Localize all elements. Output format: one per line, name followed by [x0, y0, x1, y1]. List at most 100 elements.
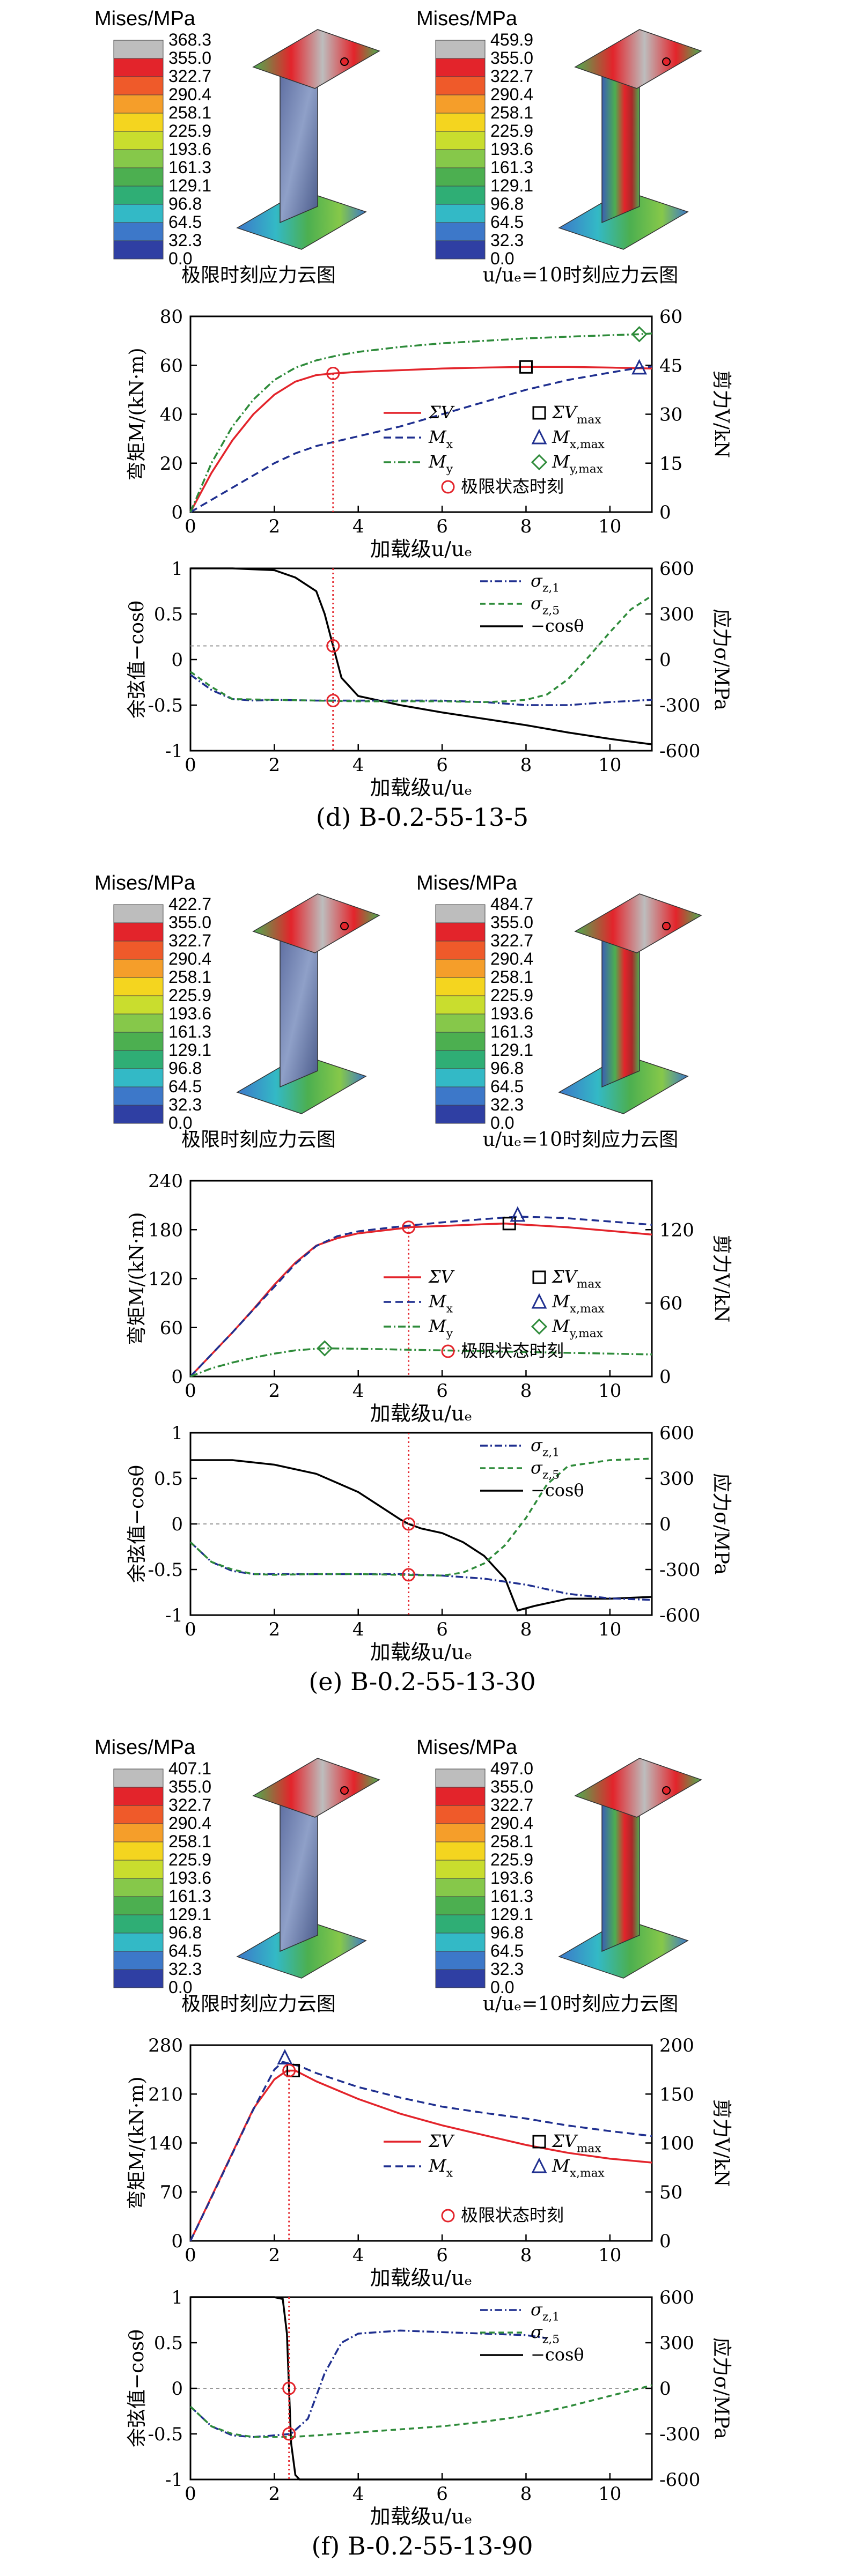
colorbar-label: 225.9	[168, 986, 211, 1005]
x-tick-label: 6	[436, 2483, 448, 2505]
colorbar-label: 32.3	[168, 1959, 202, 1979]
colorbar-label: 64.5	[168, 212, 202, 232]
legend-label-sub: max	[577, 413, 601, 427]
colorbar-swatch	[113, 922, 164, 942]
colorbar-swatch	[435, 977, 486, 996]
series-line-1	[189, 2061, 652, 2241]
colorbar-swatch	[113, 149, 164, 168]
legend-label: My	[428, 451, 453, 476]
colorbar-label: 96.8	[490, 194, 524, 213]
y-tick-label: 20	[160, 453, 183, 475]
y-axis-label: 弯矩M/(kN·m)	[126, 1212, 148, 1345]
colorbar-swatch	[435, 1823, 486, 1842]
contour-plot-0-0: Mises/MPa368.3355.0322.7290.4258.1225.91…	[94, 8, 380, 286]
colorbar-swatch	[435, 40, 486, 59]
x-tick-label: 0	[185, 2245, 196, 2266]
y-right-tick-label: 45	[659, 355, 682, 376]
legend-label-sub: max	[577, 1278, 601, 1291]
colorbar-swatch	[435, 1105, 486, 1124]
legend-label-sub: x,max	[570, 2167, 605, 2180]
x-tick-label: 2	[269, 516, 281, 537]
data-marker-square	[519, 360, 533, 374]
colorbar-swatch	[435, 222, 486, 241]
legend-label-main: M	[552, 427, 570, 447]
series-line-2	[190, 1347, 652, 1378]
beam-top-flange	[252, 1758, 380, 1818]
colorbar-swatch	[113, 1768, 164, 1788]
series-line-1	[189, 1541, 652, 1601]
chart-0-0: 0 2 4 6 8 10 0 20 40 60 80 0 15 30 45 60 加载级u/uₑ 弯矩M/(kN·…	[126, 306, 732, 561]
y-right-axis-label: 剪力V/kN	[710, 371, 732, 458]
colorbar-swatch	[113, 113, 164, 132]
y-right-tick-label: -600	[659, 2469, 700, 2491]
y-tick-label: 80	[160, 306, 183, 328]
x-tick-label: 2	[269, 2245, 281, 2266]
x-tick-label: 8	[520, 2483, 532, 2505]
x-tick-label: 2	[269, 1380, 281, 1402]
colorbar-swatch	[435, 1032, 486, 1051]
x-tick-label: 6	[436, 754, 448, 776]
beam-probe-point	[662, 1786, 671, 1795]
colorbar-swatch	[435, 1013, 486, 1033]
colorbar-label: 129.1	[490, 1040, 533, 1060]
legend-label-main: σ	[531, 2322, 543, 2342]
colorbar-label: 161.3	[490, 1022, 533, 1041]
series-line-0	[190, 1459, 652, 1612]
colorbar-swatch	[435, 1951, 486, 1970]
y-tick-label: -1	[165, 1605, 183, 1626]
y-tick-label: 1	[171, 1423, 183, 1444]
y-right-tick-label: 0	[659, 1366, 671, 1388]
legend-label-main: −cosθ	[531, 616, 584, 636]
legend-marker-square	[532, 1270, 546, 1284]
panel-caption: (e) B-0.2-55-13-30	[308, 1667, 535, 1696]
beam-top-flange	[574, 29, 702, 89]
y-tick-label: -0.5	[148, 695, 183, 716]
x-tick-label: 4	[352, 2245, 364, 2266]
y-right-tick-label: 0	[659, 2378, 671, 2400]
contour-caption: u/uₑ=10时刻应力云图	[483, 1993, 678, 2015]
y-tick-label: 0	[171, 2231, 183, 2252]
beam-probe-point	[340, 57, 349, 66]
legend-label: 极限状态时刻	[461, 2205, 564, 2225]
colorbar-swatch	[113, 995, 164, 1015]
legend-label-main: 极限状态时刻	[461, 1341, 564, 1361]
colorbar-label: 290.4	[168, 1813, 211, 1833]
colorbar-swatch	[435, 1860, 486, 1879]
beam-probe-point	[340, 1786, 349, 1795]
colorbar-label: 0.0	[490, 249, 514, 268]
series-line-0	[190, 2296, 652, 2481]
legend-label-sub: x	[446, 438, 453, 451]
series-line-1	[190, 365, 652, 513]
x-tick-label: 4	[352, 1619, 364, 1640]
legend-label-sub: y,max	[569, 463, 603, 476]
legend-marker-triangle	[531, 428, 547, 445]
y-right-tick-label: 600	[659, 2287, 694, 2308]
data-marker-square	[502, 1217, 516, 1231]
colorbar-label: 32.3	[168, 231, 202, 250]
colorbar-label: 96.8	[168, 1058, 202, 1078]
colorbar-swatch	[113, 167, 164, 187]
colorbar-swatch	[113, 1105, 164, 1124]
legend-marker-square	[532, 2135, 546, 2149]
legend-label-main: 极限状态时刻	[461, 476, 564, 497]
colorbar-label: 129.1	[168, 1040, 211, 1060]
legend-label: σz,1	[531, 1435, 560, 1460]
x-tick-label: 2	[269, 1619, 281, 1640]
colorbar-swatch	[113, 1841, 164, 1861]
y-right-tick-label: 300	[659, 2333, 694, 2354]
colorbar-label: 422.7	[168, 894, 211, 914]
legend-label-main: M	[428, 1316, 447, 1336]
colorbar-swatch	[435, 1050, 486, 1069]
series-line-0	[189, 366, 652, 513]
legend-label-main: σ	[531, 1435, 543, 1455]
colorbar-label: 96.8	[490, 1058, 524, 1078]
colorbar-label: 161.3	[490, 1886, 533, 1906]
x-tick-label: 6	[436, 2245, 448, 2266]
y-tick-label: 1	[171, 2287, 183, 2308]
colorbar-swatch	[435, 204, 486, 223]
x-tick-label: 10	[598, 2245, 621, 2266]
colorbar-label: 355.0	[168, 913, 211, 932]
colorbar-swatch	[435, 1768, 486, 1788]
colorbar-label: 225.9	[490, 1850, 533, 1869]
y-right-tick-label: 300	[659, 1468, 694, 1490]
